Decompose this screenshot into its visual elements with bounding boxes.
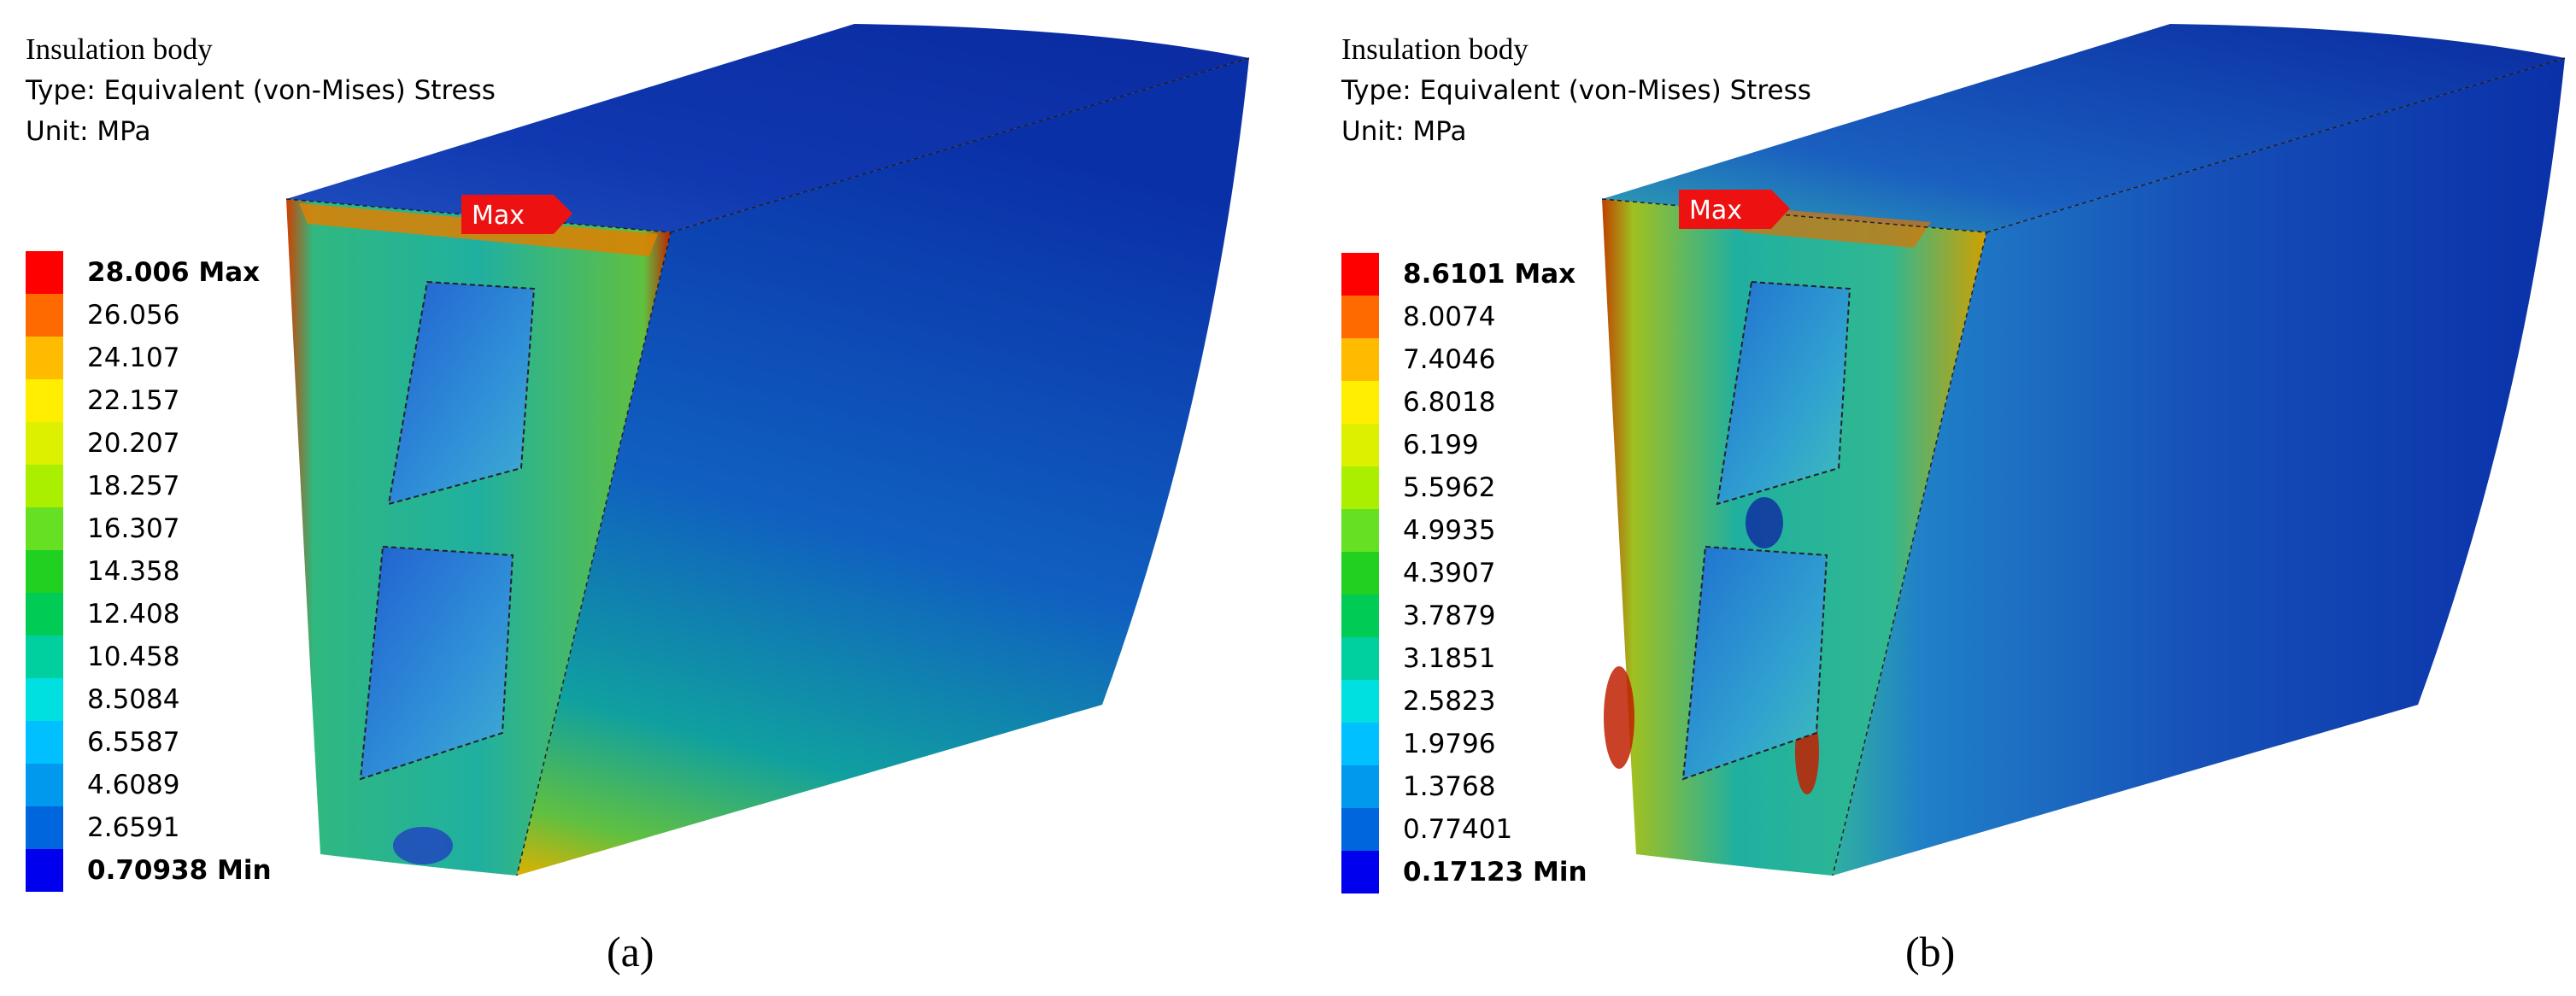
legend-level-label: 26.056 xyxy=(87,300,180,331)
legend-level-label: 6.8018 xyxy=(1403,387,1496,418)
legend-swatch xyxy=(1341,851,1379,893)
legend-level-label: 0.77401 xyxy=(1403,814,1513,845)
legend-level-label: 5.5962 xyxy=(1403,472,1496,503)
legend-swatch xyxy=(1341,296,1379,338)
stress-hotspot-left xyxy=(1604,666,1634,769)
legend-swatch xyxy=(26,593,63,636)
legend-level-label: 8.0074 xyxy=(1403,302,1496,332)
result-type-label: Type: Equivalent (von-Mises) Stress xyxy=(1341,75,1811,106)
legend-swatch xyxy=(1341,509,1379,552)
legend-level-label: 20.207 xyxy=(87,428,180,459)
legend-swatch xyxy=(26,507,63,550)
window-opening-lower xyxy=(1681,545,1828,781)
legend-swatch xyxy=(26,294,63,337)
legend-level-label: 2.6591 xyxy=(87,812,180,843)
legend-swatch xyxy=(1341,765,1379,808)
stress-low-spot xyxy=(1746,497,1783,548)
legend-swatch xyxy=(1341,338,1379,381)
unit-label: Unit: MPa xyxy=(1341,116,1467,147)
panel-caption: (a) xyxy=(607,928,654,975)
legend-swatch xyxy=(1341,637,1379,680)
model-edges xyxy=(285,57,1250,876)
legend-swatch xyxy=(1341,466,1379,509)
legend-swatch xyxy=(1341,253,1379,296)
model-side-face xyxy=(1833,58,2565,876)
legend-level-label: 1.9796 xyxy=(1403,729,1496,759)
legend-level-label: 3.1851 xyxy=(1403,643,1496,674)
stress-plot-panel-a: Insulation body Type: Equivalent (von-Mi… xyxy=(26,24,1250,975)
model-side-face xyxy=(517,58,1249,876)
legend-swatch xyxy=(1341,808,1379,851)
legend-level-label: 14.358 xyxy=(87,556,180,587)
legend-swatch xyxy=(26,251,63,294)
legend-swatch xyxy=(26,764,63,806)
insulation-body-model: Max xyxy=(285,24,1250,876)
window-opening-upper xyxy=(1716,280,1851,506)
legend-level-label: 10.458 xyxy=(87,642,180,672)
legend-swatch xyxy=(1341,381,1379,424)
legend-level-label: 4.3907 xyxy=(1403,558,1496,589)
max-marker-label: Max xyxy=(472,201,525,231)
insulation-body-model: Max xyxy=(1601,24,2566,876)
stress-low-spot xyxy=(393,827,453,864)
panel-title: Insulation body xyxy=(26,32,213,66)
stress-plot-panel-b: Insulation body Type: Equivalent (von-Mi… xyxy=(1316,0,2576,996)
legend-swatch xyxy=(26,806,63,849)
legend-level-label: 22.157 xyxy=(87,385,180,416)
model-top-face xyxy=(286,24,1249,232)
legend-level-label: 1.3768 xyxy=(1403,771,1496,802)
result-type-label: Type: Equivalent (von-Mises) Stress xyxy=(26,75,496,106)
legend-level-label: 12.408 xyxy=(87,599,180,630)
legend-swatch xyxy=(1341,680,1379,723)
legend-swatch xyxy=(26,422,63,465)
unit-label: Unit: MPa xyxy=(26,116,151,147)
legend-level-label: 6.5587 xyxy=(87,727,180,758)
legend-swatch xyxy=(26,721,63,764)
legend-level-label: 3.7879 xyxy=(1403,601,1496,631)
model-edges xyxy=(1601,57,2566,876)
legend-level-label: 7.4046 xyxy=(1403,344,1496,375)
legend-swatch xyxy=(1341,723,1379,765)
legend-swatch xyxy=(26,636,63,678)
legend-swatch xyxy=(1341,595,1379,637)
legend-min-label: 0.17123 Min xyxy=(1403,857,1587,888)
legend-level-label: 16.307 xyxy=(87,513,180,544)
max-marker-shape xyxy=(1679,190,1790,229)
legend-level-label: 24.107 xyxy=(87,343,180,373)
legend-swatch xyxy=(26,678,63,721)
legend-level-label: 2.5823 xyxy=(1403,686,1496,717)
legend-swatch xyxy=(1341,552,1379,595)
panel-caption: (b) xyxy=(1905,928,1956,975)
legend-max-label: 8.6101 Max xyxy=(1403,259,1576,290)
legend-level-label: 6.199 xyxy=(1403,430,1479,460)
max-marker-label: Max xyxy=(1689,196,1742,226)
legend-max-label: 28.006 Max xyxy=(87,257,261,288)
legend-swatch xyxy=(26,550,63,593)
legend-level-label: 8.5084 xyxy=(87,684,180,715)
window-opening-upper xyxy=(387,280,536,506)
legend-level-label: 4.6089 xyxy=(87,770,180,800)
legend-level-label: 18.257 xyxy=(87,471,180,501)
legend-min-label: 0.70938 Min xyxy=(87,855,272,886)
legend-swatch xyxy=(26,337,63,379)
legend-swatch xyxy=(26,379,63,422)
panel-title: Insulation body xyxy=(1341,32,1529,66)
legend-swatch xyxy=(26,465,63,507)
legend-swatch xyxy=(1341,424,1379,466)
max-marker-shape xyxy=(461,195,572,234)
model-top-face xyxy=(1602,24,2565,232)
window-opening-lower xyxy=(359,545,514,781)
legend-swatch xyxy=(26,849,63,892)
legend-level-label: 4.9935 xyxy=(1403,515,1496,546)
